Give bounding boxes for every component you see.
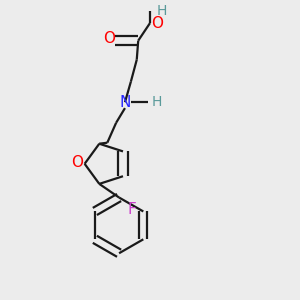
Text: F: F: [127, 202, 136, 217]
Text: N: N: [119, 95, 131, 110]
Text: H: H: [152, 95, 162, 109]
Text: O: O: [103, 31, 115, 46]
Text: O: O: [152, 16, 164, 31]
Text: H: H: [157, 4, 167, 18]
Text: O: O: [71, 155, 83, 170]
